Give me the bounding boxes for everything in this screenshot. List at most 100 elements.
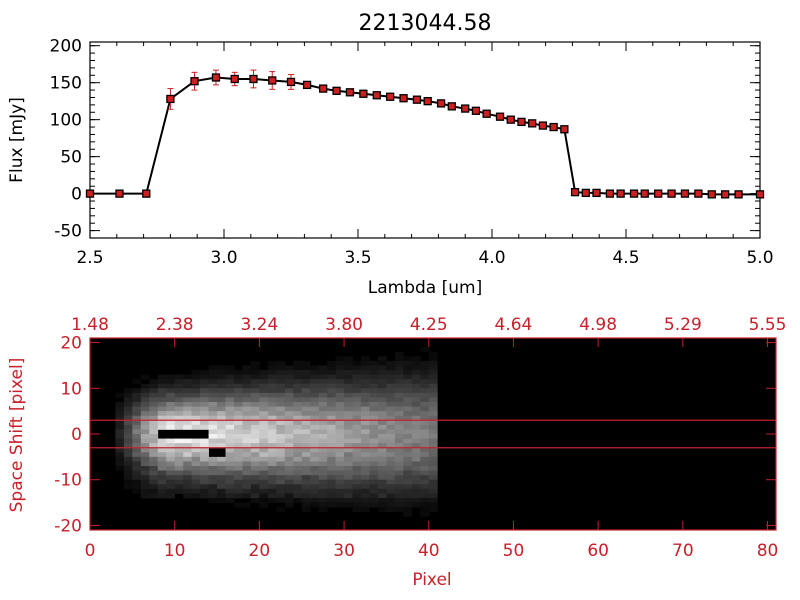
- heatmap-cell: [157, 475, 167, 481]
- heatmap-cell: [403, 411, 413, 417]
- heatmap-cell: [293, 392, 303, 398]
- data-point: [581, 188, 590, 198]
- heatmap-cell: [293, 452, 303, 458]
- heatmap-cell: [344, 466, 353, 471]
- heatmap-cell: [403, 388, 413, 394]
- heatmap-cell: [183, 411, 193, 417]
- heatmap-cell: [394, 411, 404, 417]
- heatmap-cell: [225, 388, 235, 394]
- heatmap-cell: [411, 406, 421, 412]
- heatmap-cell: [233, 411, 243, 417]
- heatmap-cell: [157, 493, 167, 499]
- data-point: [345, 88, 355, 97]
- y-tick-label: 100: [50, 111, 82, 131]
- heatmap-cell: [327, 424, 337, 430]
- heatmap-cell: [267, 415, 277, 421]
- heatmap-cell: [394, 438, 404, 444]
- top-tick-label: 5.55: [749, 315, 787, 335]
- heatmap-cell: [140, 461, 150, 467]
- heatmap-cell: [259, 383, 269, 389]
- heatmap-cell: [183, 438, 193, 444]
- heatmap-cell: [259, 434, 269, 439]
- heatmap-cell: [318, 402, 328, 407]
- heatmap-cell: [276, 374, 286, 380]
- heatmap-cell: [276, 379, 286, 385]
- heatmap-cell: [140, 493, 150, 499]
- heatmap-cell: [123, 479, 133, 485]
- heatmap-cell: [242, 484, 252, 490]
- heatmap-cell: [428, 443, 438, 449]
- heatmap-cell: [132, 438, 142, 444]
- heatmap-cell: [233, 475, 243, 481]
- heatmap-cell: [217, 424, 226, 430]
- heatmap-cell: [191, 452, 201, 458]
- heatmap-cell: [123, 415, 133, 421]
- heatmap-cell: [225, 452, 235, 458]
- heatmap-cell: [352, 397, 362, 403]
- heatmap-cell: [166, 424, 176, 430]
- heatmap-cell: [327, 447, 337, 453]
- heatmap-cell: [149, 415, 159, 421]
- heatmap-cell: [293, 406, 303, 412]
- heatmap-cell: [361, 429, 370, 435]
- heatmap-cell: [344, 479, 353, 485]
- heatmap-cell: [344, 370, 353, 375]
- heatmap-cell: [217, 383, 226, 389]
- heatmap-cell: [208, 379, 218, 385]
- heatmap-cell: [428, 388, 438, 394]
- heatmap-cell: [310, 452, 320, 458]
- heatmap-cell: [284, 429, 294, 435]
- heatmap-cell: [344, 365, 353, 371]
- heatmap-cell: [335, 424, 345, 430]
- heatmap-cell: [420, 488, 430, 494]
- heatmap-cell: [310, 466, 320, 471]
- heatmap-cell: [344, 402, 353, 407]
- data-point: [332, 86, 341, 95]
- heatmap-cell: [403, 461, 413, 467]
- heatmap-cell: [352, 493, 362, 499]
- heatmap-cell: [115, 424, 125, 430]
- heatmap-cell: [200, 415, 209, 421]
- heatmap-cell: [428, 484, 438, 490]
- heatmap-cell: [369, 420, 379, 426]
- heatmap-cell: [369, 447, 379, 453]
- heatmap-cell: [352, 461, 362, 467]
- heatmap-cell: [301, 402, 311, 407]
- heatmap-cell: [267, 475, 277, 481]
- heatmap-cell: [233, 456, 243, 462]
- heatmap-cell: [369, 411, 379, 417]
- heatmap-cell: [344, 420, 353, 426]
- heatmap-cell: [276, 488, 286, 494]
- heatmap-cell: [174, 392, 184, 398]
- heatmap-cell: [208, 402, 218, 407]
- heatmap-cell: [208, 420, 218, 426]
- heatmap-cell: [217, 434, 226, 439]
- heatmap-cell: [369, 456, 379, 462]
- heatmap-cell: [250, 475, 260, 481]
- heatmap-cell: [361, 370, 370, 375]
- heatmap-cell: [352, 415, 362, 421]
- heatmap-cell: [259, 429, 269, 435]
- heatmap-cell: [149, 388, 159, 394]
- heatmap-cell: [217, 392, 226, 398]
- heatmap-cell: [191, 475, 201, 481]
- heatmap-cell: [403, 502, 413, 508]
- heatmap-cell: [115, 420, 125, 426]
- heatmap-cell: [428, 379, 438, 385]
- heatmap-cell: [352, 470, 362, 476]
- data-point: [560, 125, 569, 134]
- heatmap-cell: [123, 434, 133, 439]
- heatmap-cell: [352, 365, 362, 371]
- data-point: [249, 74, 258, 84]
- heatmap-cell: [420, 498, 430, 503]
- heatmap-cell: [233, 370, 243, 375]
- heatmap-cell: [361, 470, 370, 476]
- heatmap-cell: [233, 397, 243, 403]
- heatmap-cell: [267, 392, 277, 398]
- heatmap-cell: [208, 370, 218, 375]
- heatmap-cell: [174, 424, 184, 430]
- heatmap-cell: [327, 420, 337, 426]
- heatmap-cell: [310, 438, 320, 444]
- heatmap-cell: [411, 493, 421, 499]
- heatmap-cell: [310, 424, 320, 430]
